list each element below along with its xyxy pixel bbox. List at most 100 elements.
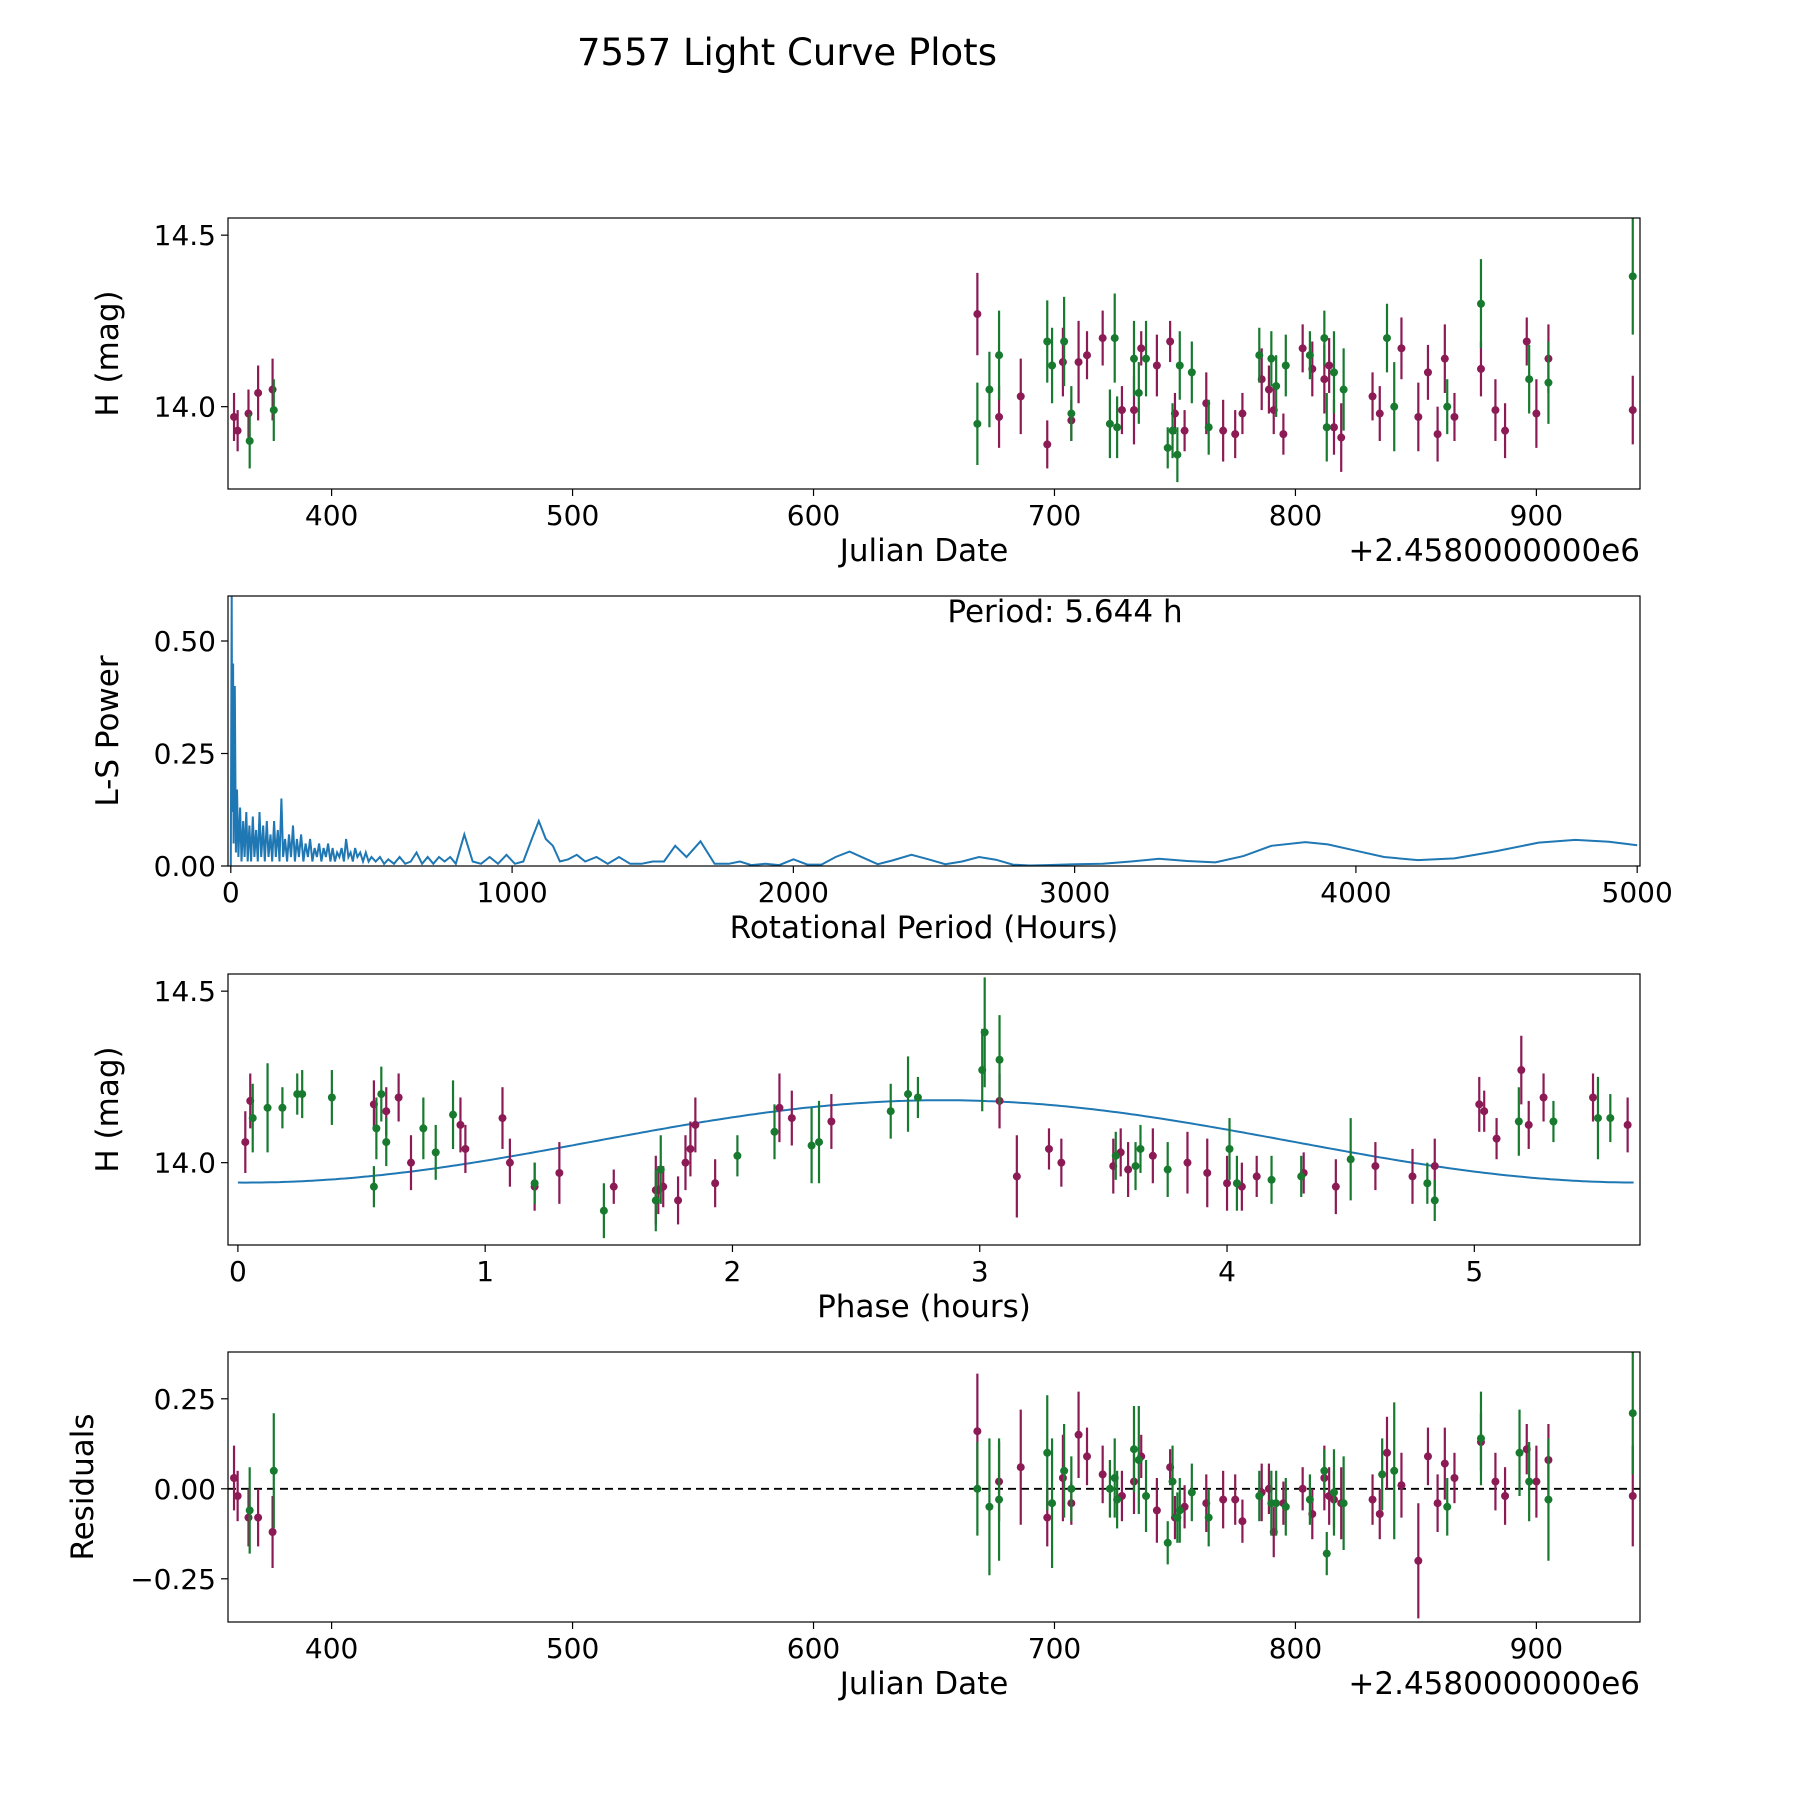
data-point — [1058, 1474, 1067, 1482]
data-point — [1057, 1158, 1066, 1167]
x-offset-text: +2.4580000000e6 — [1348, 1666, 1640, 1702]
data-point — [254, 1513, 263, 1522]
data-point — [1525, 375, 1534, 384]
data-point — [1129, 406, 1138, 415]
y-tick-label: 0.50 — [154, 625, 216, 658]
data-point — [233, 426, 242, 435]
plot-area — [237, 977, 1634, 1239]
data-point — [269, 406, 278, 415]
data-point — [1522, 337, 1531, 346]
data-point — [1390, 1466, 1399, 1475]
data-point — [1329, 1488, 1338, 1497]
data-point — [1203, 1168, 1212, 1177]
data-point — [770, 1127, 779, 1136]
figure-title: 7557 Light Curve Plots — [577, 31, 997, 74]
data-point — [377, 1090, 386, 1099]
data-point — [1390, 402, 1399, 411]
x-tick-label: 800 — [1269, 499, 1322, 532]
data-point — [1433, 1499, 1442, 1508]
data-point — [691, 1120, 700, 1129]
data-point — [1166, 337, 1175, 346]
data-point — [973, 1427, 982, 1436]
data-point — [1110, 334, 1119, 343]
data-point — [1134, 388, 1143, 397]
data-point — [1378, 1470, 1387, 1479]
x-tick-label: 900 — [1510, 1632, 1563, 1665]
data-point — [985, 1502, 994, 1511]
data-point — [1043, 440, 1052, 449]
data-point — [733, 1151, 742, 1160]
y-axis-label: H (mag) — [90, 1046, 126, 1172]
data-point — [1129, 1445, 1138, 1454]
data-point — [980, 1028, 989, 1037]
series-band_b — [245, 218, 1637, 483]
data-point — [1175, 1506, 1184, 1515]
data-point — [1105, 1484, 1114, 1493]
data-point — [1549, 1117, 1558, 1126]
data-point — [1043, 337, 1052, 346]
y-tick-label: 0.00 — [154, 850, 216, 883]
data-point — [245, 436, 254, 445]
data-point — [1067, 1484, 1076, 1493]
data-point — [1331, 1182, 1340, 1191]
data-point — [233, 1492, 242, 1500]
data-point — [1544, 1495, 1553, 1504]
data-point — [1491, 406, 1500, 415]
data-point — [904, 1090, 913, 1099]
data-point — [1476, 364, 1485, 373]
data-point — [1238, 1517, 1247, 1526]
plot-area — [230, 218, 1637, 483]
y-tick-label: −0.25 — [130, 1563, 216, 1596]
data-point — [1475, 1100, 1484, 1109]
data-point — [1238, 409, 1247, 418]
data-point — [1067, 409, 1076, 418]
data-point — [973, 310, 982, 319]
x-axis-label: Julian Date — [838, 533, 1009, 569]
data-point — [1593, 1114, 1602, 1123]
data-point — [1142, 354, 1151, 363]
x-tick-label: 400 — [305, 1632, 358, 1665]
data-point — [1137, 344, 1146, 353]
data-point — [815, 1138, 824, 1147]
data-point — [1168, 1477, 1177, 1486]
data-point — [995, 412, 1004, 421]
data-point — [1368, 392, 1377, 401]
data-point — [995, 1055, 1004, 1064]
data-point — [1525, 1477, 1534, 1486]
data-point — [674, 1196, 683, 1205]
data-point — [1124, 1165, 1133, 1174]
data-point — [1175, 361, 1184, 370]
series-band_a — [230, 272, 1637, 472]
data-point — [807, 1141, 816, 1150]
panel-residuals: 400 500 600 700 800 900 −0.25 0.00 0.25 Julian Da… — [65, 1351, 1641, 1702]
data-point — [1375, 1510, 1384, 1518]
data-point — [382, 1107, 391, 1116]
data-point — [1152, 361, 1161, 370]
data-point — [1623, 1120, 1632, 1129]
y-axis-label: L-S Power — [90, 655, 126, 806]
data-point — [1117, 406, 1126, 415]
data-point — [1168, 426, 1177, 435]
data-point — [1279, 430, 1288, 439]
data-point — [254, 388, 263, 397]
data-point — [1606, 1114, 1615, 1123]
fit-curve — [237, 1099, 1634, 1184]
panel-phased-curve: 0 1 2 3 4 5 14.0 14.5 Phase (hours) H (mag) — [90, 973, 1641, 1325]
x-tick-label: 2 — [724, 1255, 742, 1288]
data-point — [1339, 385, 1348, 394]
data-point — [681, 1158, 690, 1167]
data-point — [1255, 351, 1264, 360]
data-point — [711, 1179, 720, 1188]
plot-area — [228, 1352, 1640, 1619]
data-point — [1414, 1556, 1423, 1565]
data-point — [1267, 1175, 1276, 1184]
data-point — [1163, 1165, 1172, 1174]
data-point — [1397, 1481, 1406, 1490]
data-point — [1371, 1162, 1380, 1171]
data-point — [1074, 1430, 1083, 1439]
data-point — [1098, 334, 1107, 343]
data-point — [1322, 423, 1331, 432]
data-point — [1476, 299, 1485, 308]
data-point — [248, 1114, 257, 1123]
data-point — [1539, 1093, 1548, 1102]
